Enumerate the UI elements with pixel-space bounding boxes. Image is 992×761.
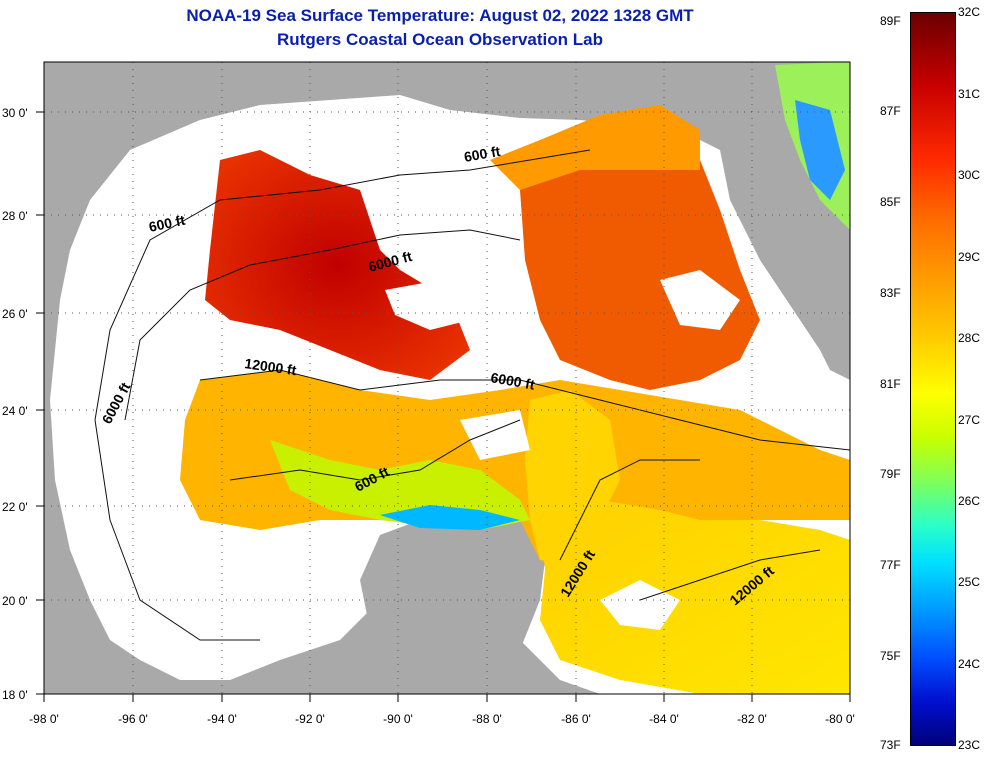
- colorbar-c-label: 24C: [958, 657, 981, 671]
- map-subtitle: Rutgers Coastal Ocean Observation Lab: [277, 30, 603, 49]
- colorbar-c-label: 29C: [958, 250, 981, 264]
- sst-patch-atlantic-blue: [795, 100, 845, 200]
- lon-label: -94 0': [207, 712, 237, 726]
- colorbar-f-label: 81F: [880, 377, 901, 391]
- contour-label: 600 ft: [463, 143, 502, 165]
- cloud-gap-1: [385, 280, 470, 330]
- sst-patch-cyan: [380, 505, 520, 530]
- lon-label: -84 0': [649, 712, 679, 726]
- colorbar-c-label: 28C: [958, 331, 981, 345]
- lat-lon-grid: [44, 62, 850, 694]
- bathymetry-contours: [94, 149, 851, 641]
- lat-label: 20 0': [2, 594, 28, 608]
- sst-patch-nw: [205, 150, 470, 380]
- sst-patch-sw: [270, 440, 530, 530]
- sst-patch-east: [520, 150, 760, 390]
- map-frame: [43, 61, 851, 695]
- colorbar-c-label: 25C: [958, 575, 981, 589]
- sst-patch-east-top: [490, 105, 700, 190]
- lat-label: 22 0': [2, 500, 28, 514]
- sst-patch-caribbean: [540, 500, 850, 694]
- lon-label: -86 0': [561, 712, 591, 726]
- colorbar-f-label: 83F: [880, 286, 901, 300]
- frame-ticks: [36, 111, 851, 702]
- colorbar-c-label: 31C: [958, 87, 981, 101]
- colorbar-c-label: 27C: [958, 413, 981, 427]
- lon-label: -88 0': [472, 712, 502, 726]
- colorbar-f-label: 87F: [880, 104, 901, 118]
- sst-patch-strait: [525, 390, 620, 560]
- lon-label: -90 0': [383, 712, 413, 726]
- lon-label: -82 0': [737, 712, 767, 726]
- lat-label: 30 0': [2, 106, 28, 120]
- temperature-colorbar: [910, 12, 956, 746]
- lat-label: 26 0': [2, 307, 28, 321]
- colorbar-c-label: 23C: [958, 738, 981, 752]
- colorbar-f-label: 89F: [880, 14, 901, 28]
- colorbar-f-label: 85F: [880, 195, 901, 209]
- lat-label: 28 0': [2, 209, 28, 223]
- colorbar-c-label: 26C: [958, 494, 981, 508]
- colorbar-c-label: 30C: [958, 168, 981, 182]
- lon-label: -80 0': [825, 712, 855, 726]
- colorbar-c-label: 32C: [958, 5, 981, 19]
- lat-label: 18 0': [2, 688, 28, 702]
- contour-label: 6000 ft: [489, 369, 536, 393]
- cloud-gap-2: [660, 270, 740, 330]
- contour-label: 12000 ft: [244, 355, 298, 378]
- lat-label: 24 0': [2, 404, 28, 418]
- yucatan-land: [360, 515, 545, 694]
- lon-label: -96 0': [118, 712, 148, 726]
- lon-label: -92 0': [295, 712, 325, 726]
- colorbar-f-label: 79F: [880, 467, 901, 481]
- cloud-gap-3: [600, 580, 680, 630]
- contour-label: 600 ft: [147, 212, 186, 235]
- map-title: NOAA-19 Sea Surface Temperature: August …: [186, 6, 694, 25]
- colorbar-f-label: 77F: [880, 558, 901, 572]
- colorbar-f-label: 73F: [880, 738, 901, 752]
- lon-label: -98 0': [29, 712, 59, 726]
- colorbar-f-label: 75F: [880, 649, 901, 663]
- sst-map: 30 0' 28 0' 26 0' 24 0' 22 0' 20 0' 18 0…: [2, 61, 855, 726]
